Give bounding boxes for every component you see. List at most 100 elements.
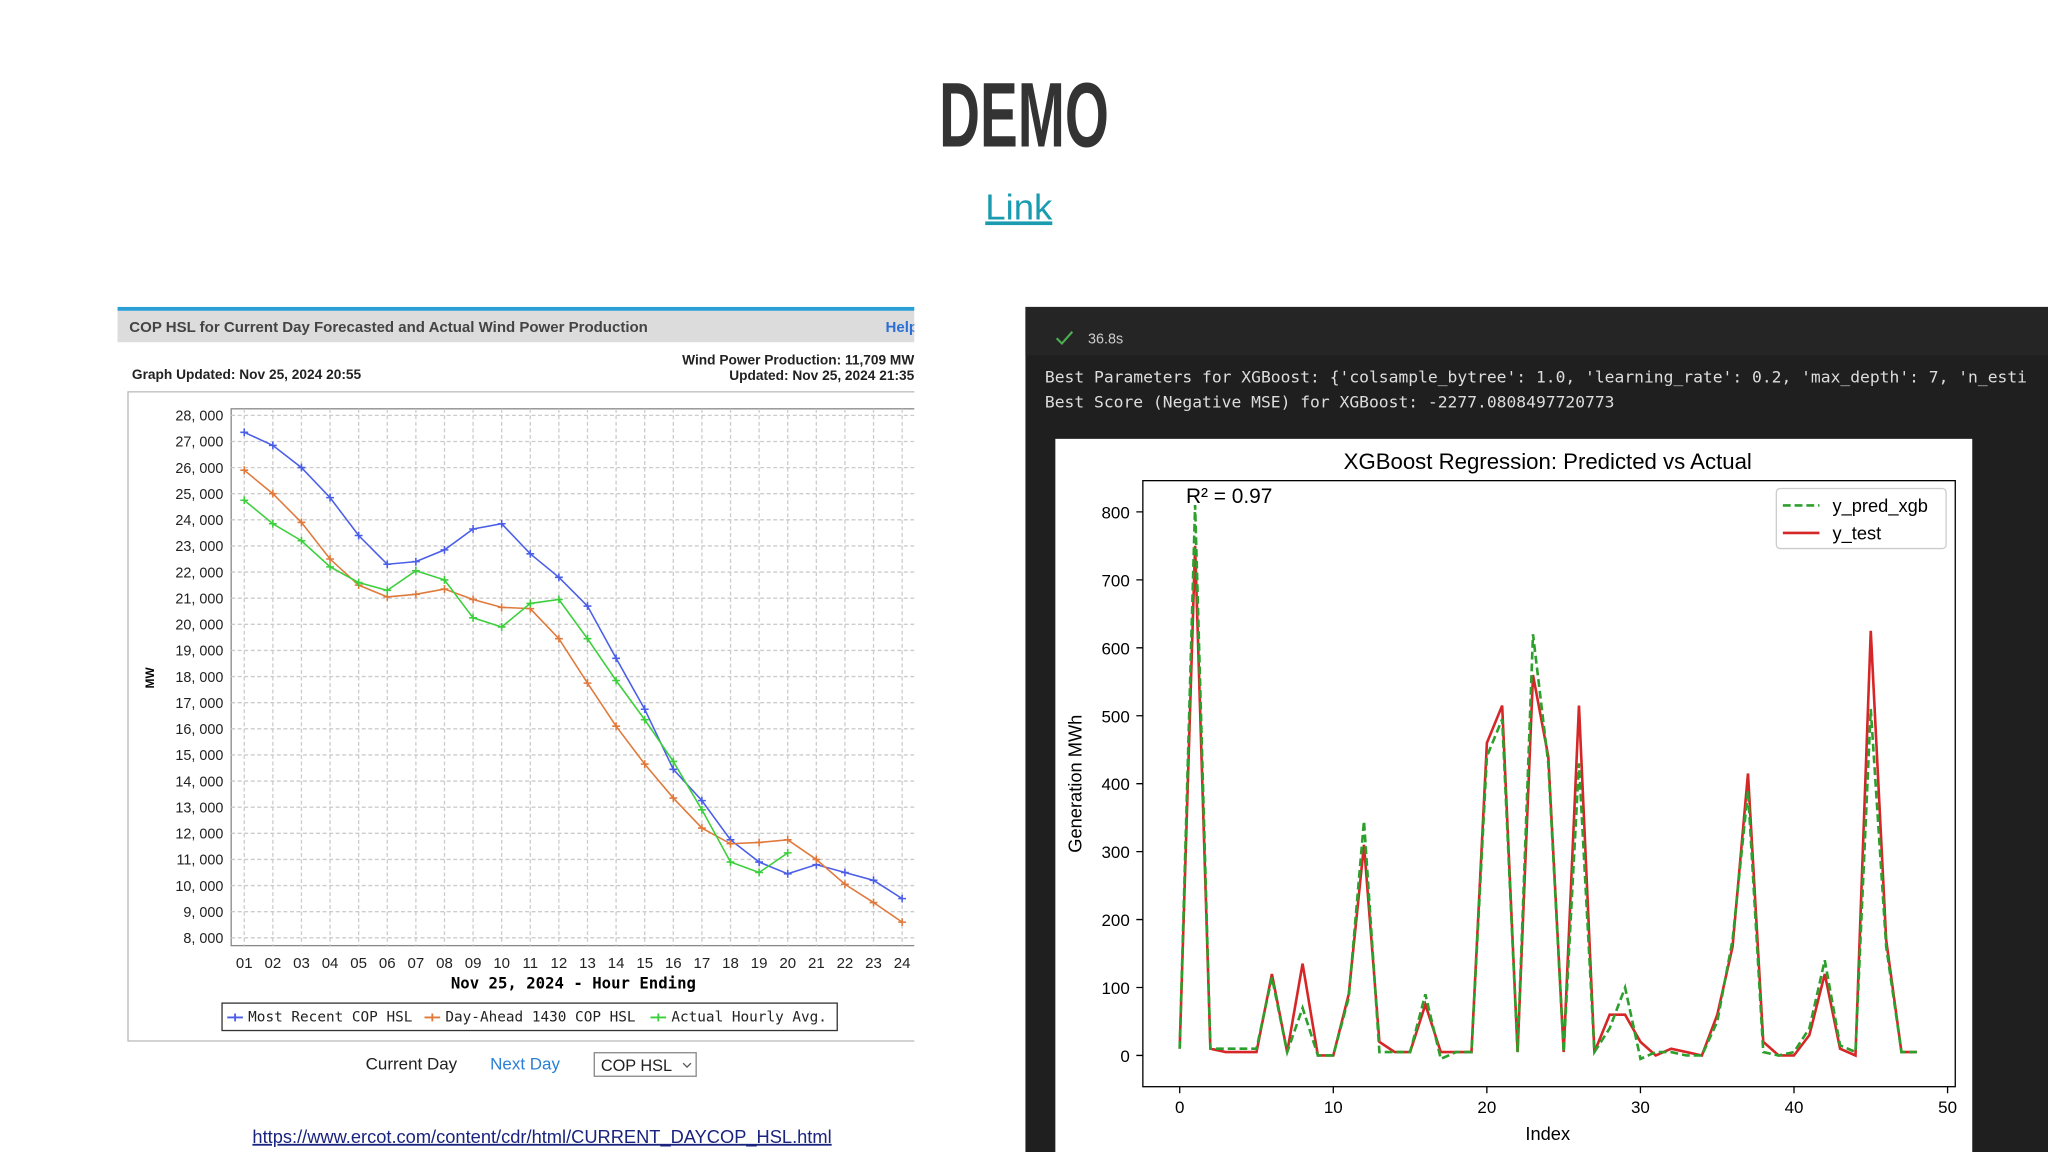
y-tick-label: 18, 000 xyxy=(175,670,223,686)
x-tick-label: 12 xyxy=(551,955,568,972)
point-marker xyxy=(726,839,735,848)
point-marker xyxy=(583,634,592,643)
x-tick-label: 09 xyxy=(465,955,482,972)
point-marker xyxy=(612,654,621,663)
x-tick-label: 08 xyxy=(436,955,453,972)
point-marker xyxy=(669,757,678,766)
legend xyxy=(221,1002,838,1032)
series-line xyxy=(243,499,789,874)
x-tick-label: 22 xyxy=(837,955,854,972)
legend-label: y_test xyxy=(1832,522,1881,544)
y-tick-label: 24, 000 xyxy=(175,513,223,529)
point-marker xyxy=(240,428,249,437)
output-line: Best Score (Negative MSE) for XGBoost: -… xyxy=(1045,393,1615,412)
x-tick-label: 10 xyxy=(1324,1098,1343,1117)
point-marker xyxy=(497,519,506,528)
legend-swatch xyxy=(227,1013,243,1022)
point-marker xyxy=(669,794,678,802)
help[interactable]: Help xyxy=(886,319,919,336)
y-tick-label: 200 xyxy=(1101,911,1129,930)
x-tick-label: 40 xyxy=(1785,1098,1804,1117)
point-marker xyxy=(755,858,764,866)
y-tick-label: 700 xyxy=(1101,571,1129,590)
y-tick-label: 11, 000 xyxy=(177,853,224,869)
y-tick-label: 100 xyxy=(1101,979,1129,998)
production: Wind Power Production: 11,709 MW xyxy=(682,352,914,367)
legend-label: y_pred_xgb xyxy=(1832,495,1927,517)
ercot-panel: COP HSL for Current Day Forecasted and A… xyxy=(117,306,919,1077)
point-marker xyxy=(411,557,420,566)
nav-current[interactable]: Current Day xyxy=(366,1055,458,1074)
nav-next[interactable]: Next Day xyxy=(490,1055,560,1074)
x-tick-label: 02 xyxy=(264,955,281,972)
point-marker xyxy=(440,585,449,593)
point-marker xyxy=(268,441,277,450)
point-marker xyxy=(640,760,649,768)
y-tick-label: 19, 000 xyxy=(175,644,223,660)
y-tick-label: 12, 000 xyxy=(175,827,223,843)
y-tick-label: 16, 000 xyxy=(175,722,223,738)
link[interactable]: Link xyxy=(985,186,1053,227)
y-tick-label: 14, 000 xyxy=(175,774,223,790)
point-marker xyxy=(697,824,706,832)
x-tick-label: 30 xyxy=(1631,1098,1650,1117)
select-box[interactable] xyxy=(593,1052,697,1077)
y-tick-label: 27, 000 xyxy=(175,435,223,451)
legend-swatch xyxy=(650,1013,667,1022)
point-marker xyxy=(783,869,792,878)
point-marker xyxy=(726,858,735,866)
point-marker xyxy=(268,519,277,528)
x-tick-label: 18 xyxy=(722,955,739,972)
point-marker xyxy=(411,566,420,575)
url[interactable]: https://www.ercot.com/content/cdr/html/C… xyxy=(252,1126,831,1148)
y-tick-label: 15, 000 xyxy=(175,748,223,764)
x-tick-label: 01 xyxy=(236,955,253,972)
point-marker xyxy=(326,555,334,563)
point-marker xyxy=(440,576,449,584)
top-strip xyxy=(117,306,915,311)
y-tick-label: 0 xyxy=(1120,1047,1129,1066)
point-marker xyxy=(497,623,506,631)
point-marker xyxy=(326,493,334,502)
point-marker xyxy=(526,549,535,558)
point-marker xyxy=(898,918,907,927)
y-tick-label: 13, 000 xyxy=(175,800,223,816)
point-marker xyxy=(383,560,392,569)
x-tick-label: 10 xyxy=(493,955,510,972)
x-tick-label: 15 xyxy=(636,955,653,972)
x-tick-label: 13 xyxy=(579,955,596,972)
x-tick-label: 17 xyxy=(694,955,711,972)
y-tick-label: 22, 000 xyxy=(175,565,223,581)
annotation: R² = 0.97 xyxy=(1186,485,1272,508)
legend-label: Most Recent COP HSL xyxy=(248,1009,412,1025)
point-marker xyxy=(697,796,706,805)
point-marker xyxy=(268,489,277,498)
x-tick-label: 14 xyxy=(608,955,625,972)
legend-label: Actual Hourly Avg. xyxy=(671,1009,827,1025)
point-marker xyxy=(755,868,764,877)
point-marker xyxy=(440,545,449,554)
y-tick-label: 21, 000 xyxy=(175,591,223,607)
x-label: Index xyxy=(1525,1123,1570,1144)
point-marker xyxy=(640,715,649,724)
x-tick-label: 19 xyxy=(751,955,768,972)
graph-updated: Graph Updated: Nov 25, 2024 20:55 xyxy=(132,367,362,382)
updated: Updated: Nov 25, 2024 21:35 xyxy=(729,368,914,383)
y-tick-label: 8, 000 xyxy=(183,931,223,947)
point-marker xyxy=(411,590,420,599)
point-marker xyxy=(869,876,878,885)
y-tick-label: 800 xyxy=(1101,503,1129,522)
x-tick-label: 23 xyxy=(865,955,882,972)
point-marker xyxy=(469,595,477,604)
point-marker xyxy=(354,531,363,540)
point-marker xyxy=(497,603,506,612)
point-marker xyxy=(354,578,363,587)
select-value[interactable]: COP HSL xyxy=(601,1057,672,1075)
x-tick-label: 24 xyxy=(894,955,911,972)
point-marker xyxy=(583,602,592,610)
cell-bar xyxy=(1025,306,2048,356)
x-tick-label: 04 xyxy=(322,955,339,972)
y-tick-label: 25, 000 xyxy=(175,487,223,503)
